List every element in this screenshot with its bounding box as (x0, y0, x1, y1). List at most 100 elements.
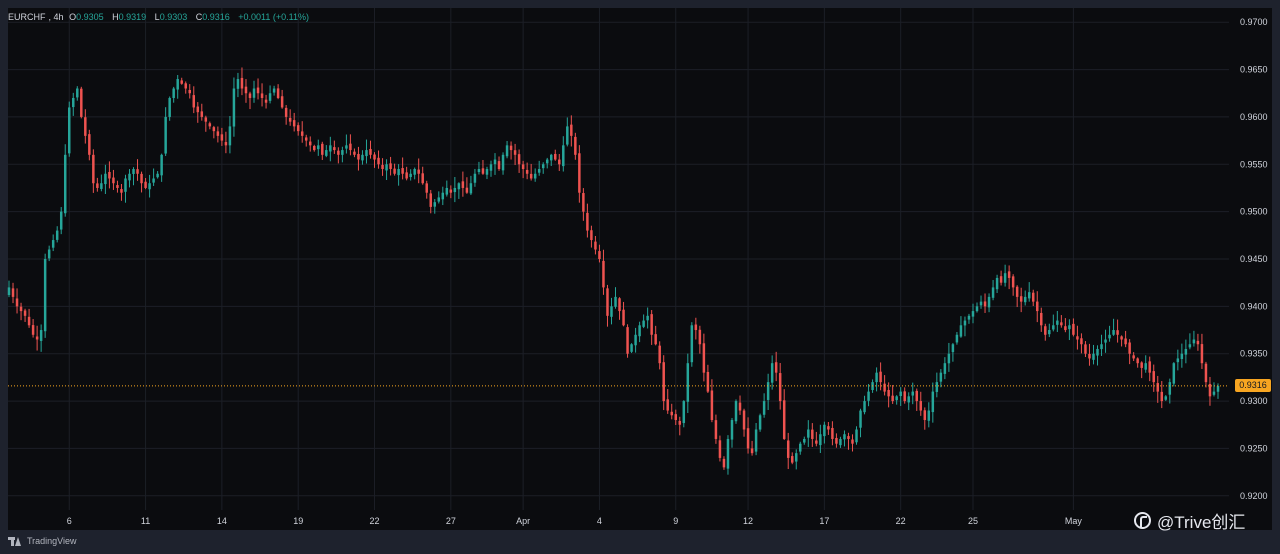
candle-body (349, 143, 352, 151)
candle-body (867, 391, 870, 401)
candle-body (574, 136, 577, 155)
candle-body (445, 187, 449, 195)
candle-body (778, 373, 782, 402)
legend-change: +0.0011 (+0.11%) (238, 12, 309, 22)
candle-body (670, 411, 673, 416)
candle-body (995, 277, 999, 290)
legend-interval: 4h (53, 12, 64, 22)
candle-body (172, 88, 175, 99)
candle-body (39, 330, 43, 341)
candle-body (389, 163, 392, 170)
candle-body (1116, 330, 1119, 335)
candle-body (224, 142, 228, 146)
candle-body (947, 353, 951, 364)
candle-body (803, 438, 806, 443)
candle-body (742, 410, 746, 430)
candle-body (774, 362, 778, 373)
x-tick-label: 22 (896, 516, 906, 526)
candle-body (481, 168, 485, 174)
candle-body (1003, 273, 1007, 283)
candle-body (1076, 336, 1079, 340)
candle-body (1148, 361, 1151, 373)
candle-body (1208, 383, 1212, 397)
candle-body (795, 453, 798, 462)
candle-body (184, 83, 187, 89)
candle-body (232, 88, 236, 127)
candle-body (341, 150, 344, 155)
facebook-icon (1134, 512, 1151, 529)
candle-body (694, 324, 698, 331)
candle-body (449, 189, 453, 193)
candle-body (1023, 296, 1027, 303)
candle-body (602, 260, 605, 288)
candle-body (104, 173, 107, 185)
candle-body (738, 402, 742, 411)
candle-body (505, 145, 509, 157)
candle-body (27, 316, 31, 326)
candle-body (907, 396, 910, 403)
candle-body (47, 249, 51, 259)
candle-body (317, 145, 320, 150)
candle-body (248, 93, 252, 98)
x-tick-label: 17 (819, 516, 829, 526)
candle-body (1140, 362, 1143, 368)
candle-body (156, 173, 159, 178)
candle-body (1216, 385, 1220, 392)
candle-body (975, 306, 979, 312)
candle-body (537, 169, 541, 173)
legend-high-value: 0.9319 (118, 12, 147, 22)
candle-body (11, 288, 15, 297)
candle-body (642, 320, 645, 327)
candle-body (80, 88, 83, 117)
candle-body (453, 187, 457, 193)
x-tick-label: May (1065, 516, 1083, 526)
candle-body (722, 458, 726, 468)
candle-body (770, 363, 774, 383)
candle-body (357, 153, 360, 160)
candle-body (1040, 312, 1043, 326)
candle-body (72, 97, 75, 108)
candle-body (296, 125, 300, 132)
candle-body (951, 344, 955, 353)
candle-body (1212, 391, 1216, 395)
candle-body (168, 97, 171, 117)
x-tick-label: 19 (293, 516, 303, 526)
candle-body (136, 169, 139, 174)
candle-body (55, 230, 59, 240)
tradingview-logo[interactable]: TradingView (8, 536, 77, 546)
candle-body (112, 177, 115, 184)
candle-body (7, 287, 11, 296)
candle-body (1124, 338, 1127, 345)
candle-body (292, 120, 296, 127)
candle-body (309, 141, 312, 146)
candle-body (835, 437, 838, 444)
candle-body (268, 93, 272, 101)
candle-body (204, 117, 208, 122)
candle-body (811, 429, 814, 439)
candle-body (927, 410, 931, 421)
candle-body (441, 192, 445, 200)
candle-body (188, 89, 191, 94)
candle-body (887, 389, 890, 397)
candle-body (35, 336, 39, 340)
candle-body (702, 343, 706, 373)
candle-body (851, 439, 854, 444)
candle-body (730, 420, 734, 440)
candle-body (120, 189, 123, 193)
candle-body (272, 88, 276, 93)
candle-body (706, 371, 710, 392)
candle-body (96, 183, 99, 188)
candle-body (1168, 382, 1172, 395)
candle-body (1104, 339, 1107, 343)
candle-body (457, 183, 461, 190)
candle-body (84, 117, 87, 136)
x-tick-label: 27 (446, 516, 456, 526)
candle-body (903, 391, 906, 402)
candle-body (863, 401, 866, 413)
candle-body (782, 400, 786, 439)
candle-body (369, 148, 372, 155)
candle-body (718, 440, 722, 458)
candle-body (654, 334, 657, 345)
